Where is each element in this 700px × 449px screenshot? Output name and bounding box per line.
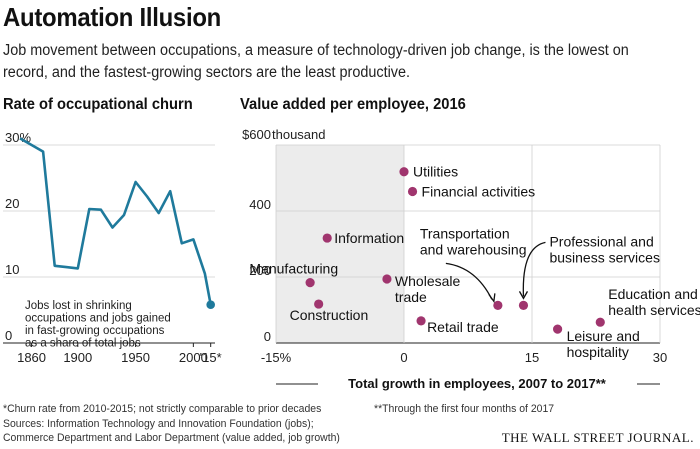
y-tick-label-right: $600 (242, 127, 271, 142)
y-tick-label-right: 400 (249, 197, 271, 212)
scatter-point (399, 167, 409, 177)
x-tick-label-right: 0 (400, 350, 407, 365)
leader-professional (522, 241, 546, 297)
annotation-line: occupations and jobs gained (25, 313, 171, 325)
scatter-point (322, 233, 332, 243)
scatter-point-label: Transportation (420, 225, 510, 241)
scatter-point-label: Retail trade (427, 319, 499, 335)
headline: Automation Illusion (3, 2, 221, 32)
scatter-point (493, 300, 503, 310)
scatter-point-label: Utilities (413, 164, 458, 180)
sources-line-1: Sources: Information Technology and Inno… (3, 418, 314, 430)
x-axis-title: Total growth in employees, 2007 to 2017*… (348, 376, 607, 391)
scatter-point (595, 317, 605, 327)
y-tick-label-right: 0 (264, 329, 271, 344)
x-tick-label-left: '15* (200, 350, 222, 365)
scatter-point-label: Wholesale (395, 273, 461, 289)
arrowhead-transportation (488, 293, 496, 304)
churn-line (19, 137, 212, 305)
scatter-point-label: hospitality (567, 344, 629, 360)
scatter-point-label: trade (395, 289, 427, 305)
scatter-point (407, 186, 418, 197)
right-chart-title: Value added per employee, 2016 (240, 96, 466, 113)
arrowhead-professional (518, 291, 529, 300)
negative-growth-region (276, 145, 404, 343)
y-unit-label: thousand (272, 127, 326, 142)
scatter-point-label: Education and (608, 286, 698, 302)
x-tick-label-right: -15% (261, 350, 292, 365)
footnote-churn: *Churn rate from 2010-2015; not strictly… (3, 403, 322, 415)
scatter-point-label: business services (549, 249, 660, 265)
x-tick-label-left: 1900 (63, 350, 92, 365)
y-tick-label-left: 0 (5, 328, 12, 343)
publisher-logo: THE WALL STREET JOURNAL. (501, 430, 694, 445)
x-tick-label-left: 1860 (17, 350, 46, 365)
x-tick-label-left: 1950 (121, 350, 150, 365)
scatter-point-label: Information (334, 230, 404, 246)
scatter-point (314, 299, 324, 309)
footnote-months: **Through the first four months of 2017 (374, 403, 555, 415)
scatter-point-label: Construction (290, 307, 369, 323)
scatter-point (553, 324, 563, 334)
scatter-point-label: Manufacturing (249, 261, 338, 277)
scatter-point-label: health services (608, 302, 700, 318)
scatter-point-label: Professional and (549, 233, 653, 249)
scatter-point (518, 300, 529, 310)
x-tick-label-right: 30 (653, 350, 667, 365)
scatter-point-label: Financial activities (422, 184, 536, 200)
deck-text: Job movement between occupations, a meas… (3, 42, 629, 81)
sources-line-2: Commerce Department and Labor Department… (3, 432, 340, 444)
scatter-point (416, 316, 426, 326)
y-tick-label-left: 20 (5, 196, 19, 211)
y-tick-label-left: 10 (5, 262, 19, 277)
x-tick-label-left: 2000 (179, 350, 208, 365)
annotation-line: Jobs lost in shrinking (25, 300, 132, 312)
left-chart-title: Rate of occupational churn (3, 96, 193, 113)
annotation-line: as a share of total jobs (25, 338, 141, 350)
x-tick-label-right: 15 (525, 350, 539, 365)
churn-endpoint (206, 300, 215, 310)
annotation-line: in fast-growing occupations (25, 325, 165, 337)
y-tick-label-right: 200 (249, 263, 271, 278)
scatter-point (382, 274, 392, 284)
scatter-point-label: and warehousing (420, 241, 527, 257)
scatter-point-label: Leisure and (567, 328, 640, 344)
scatter-point (305, 278, 315, 288)
